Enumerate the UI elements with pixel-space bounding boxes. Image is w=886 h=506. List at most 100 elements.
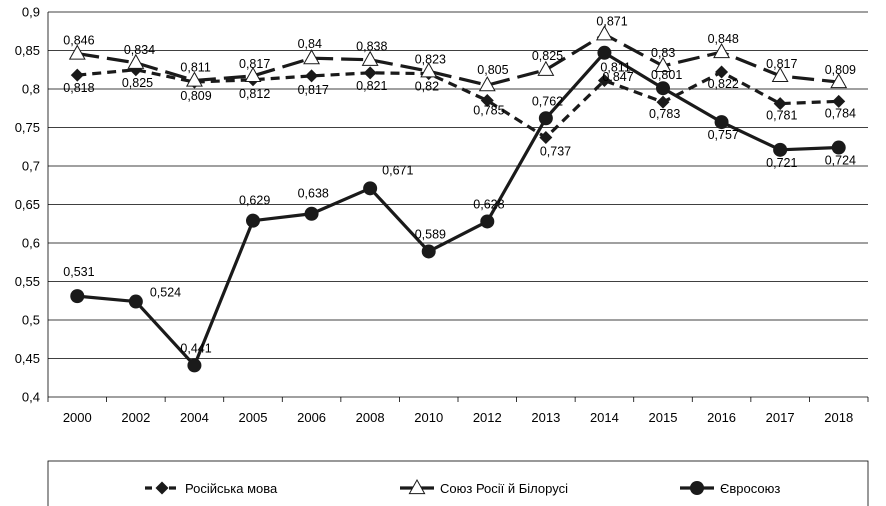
data-point [244,66,262,83]
data-label: 0,724 [825,154,856,168]
legend-label: Союз Росії й Білорусі [440,481,568,496]
data-point [480,94,494,108]
x-tick-label: 2002 [121,410,150,425]
data-point [127,53,145,69]
data-point [832,94,846,108]
data-label: 0,811 [600,61,630,75]
data-label: 0,817 [298,83,329,97]
data-label: 0,825 [532,49,563,63]
data-point [830,73,848,89]
data-label: 0,589 [415,227,446,241]
x-tick-label: 2014 [590,410,619,425]
data-point [361,50,379,66]
data-label: 0,809 [180,89,211,103]
y-tick-label: 0,5 [22,313,40,328]
data-point [773,142,788,157]
data-labels-layer: 0,818 0,825 0,809 0,812 0,817 0,821 0,82 0,785 0… [63,14,856,355]
data-point [539,131,553,145]
data-label: 0,629 [239,194,270,208]
legend: Російська мова Союз Росії й Білорусі Єврос… [47,460,869,506]
data-point [68,44,86,60]
data-label: 0,823 [415,52,446,66]
data-label: 0,821 [356,79,387,93]
legend-marker [690,481,704,495]
data-label: 0,809 [825,63,856,77]
y-tick-label: 0,8 [22,82,40,97]
data-label: 0,834 [124,43,155,57]
y-axis: 0,4 0,45 0,5 0,55 0,6 0,65 0,7 0,75 0,8 0,85 0,9 [15,5,49,405]
x-tick-label: 2010 [414,410,443,425]
data-label: 0,82 [415,80,439,94]
legend-marker [408,478,426,495]
data-point [656,81,670,96]
data-point [597,45,612,60]
data-point [713,43,731,59]
data-label: 0,817 [766,57,797,71]
data-label: 0,531 [63,265,94,279]
data-label: 0,838 [356,40,387,54]
data-label: 0,441 [180,341,211,355]
x-tick-label: 2017 [766,410,795,425]
data-point [831,140,846,155]
y-tick-label: 0,45 [15,351,40,366]
data-label: 0,524 [150,286,181,300]
y-tick-label: 0,75 [15,120,40,135]
x-tick-label: 2015 [649,410,678,425]
x-tick-label: 2005 [239,410,268,425]
legend-marker [155,481,169,495]
data-point [538,111,553,126]
data-label: 0,811 [180,61,210,75]
y-tick-label: 0,85 [15,43,40,58]
data-point [421,244,436,259]
data-label: 0,785 [473,104,504,118]
x-tick-label: 2006 [297,410,326,425]
data-label: 0,628 [473,197,504,211]
data-point [304,206,319,221]
y-tick-label: 0,65 [15,197,40,212]
data-point [363,66,377,80]
data-point [420,62,438,78]
y-tick-label: 0,55 [15,274,40,289]
data-point [128,294,143,309]
x-tick-label: 2004 [180,410,209,425]
data-point [246,213,260,228]
data-label: 0,638 [298,187,329,201]
x-tick-label: 2018 [824,410,853,425]
x-tick-label: 2016 [707,410,736,425]
series-layer [68,25,848,373]
data-label: 0,671 [382,163,413,177]
legend-box [47,460,869,506]
data-point [773,97,787,111]
data-label: 0,822 [708,77,739,91]
data-point [654,56,672,72]
x-axis: 2000 2002 2004 2005 2006 2008 2010 2012 2013 2014… [47,397,869,425]
data-point [537,60,555,76]
data-point [771,66,789,83]
data-point [597,74,611,88]
data-label: 0,801 [651,68,682,82]
data-label: 0,757 [708,128,739,142]
data-point [478,76,496,92]
series-line [77,32,839,87]
x-tick-label: 2013 [531,410,560,425]
data-point [363,181,378,196]
data-label: 0,781 [766,109,797,123]
data-label: 0,848 [708,32,739,46]
data-label: 0,805 [477,63,508,77]
data-label: 0,762 [532,94,563,108]
data-point [715,65,729,79]
gridlines [48,11,868,398]
data-label: 0,784 [825,106,856,120]
data-label: 0,818 [63,81,94,95]
y-tick-label: 0,9 [22,5,40,20]
data-point [656,95,670,109]
y-tick-label: 0,4 [22,390,40,405]
data-label: 0,847 [602,70,633,84]
data-label: 0,812 [239,87,270,101]
data-label: 0,846 [63,34,94,48]
data-point [303,49,321,65]
data-point [70,289,85,304]
data-label: 0,721 [766,156,797,170]
data-label: 0,871 [596,14,627,28]
